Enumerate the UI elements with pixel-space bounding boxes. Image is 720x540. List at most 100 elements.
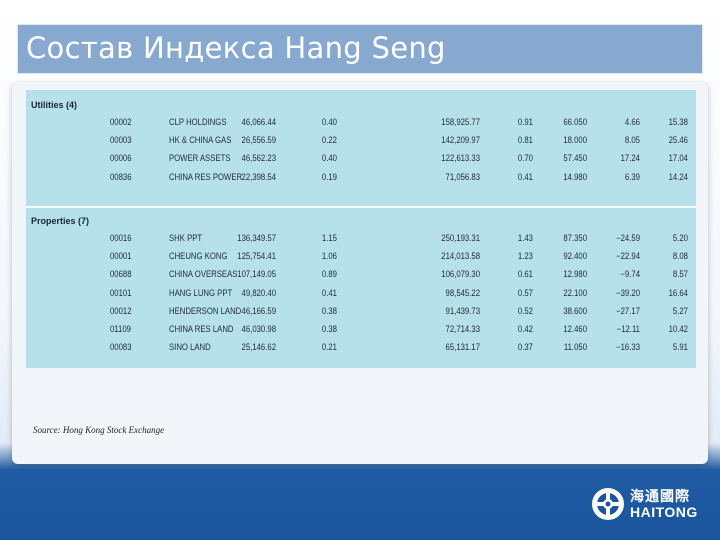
index-weight-cell: 0.38 — [321, 305, 337, 316]
change-pct-cell: 6.39 — [624, 171, 640, 182]
turnover-cell: 91,439.73 — [445, 305, 480, 316]
haitong-logo: 海通國際 HAITONG — [590, 484, 700, 524]
price-cell: 87.350 — [563, 233, 587, 243]
turnover-weight-cell: 0.70 — [517, 153, 533, 164]
index-weight-cell: 0.38 — [321, 324, 337, 334]
stock-code-cell: 00001 — [110, 251, 132, 262]
table-row: 00001 CHEUNG KONG 125,754.41 1.06 214,013.58… — [26, 251, 696, 269]
change-pct-cell: 8.05 — [624, 135, 640, 146]
index-weight-cell: 0.41 — [321, 287, 337, 298]
price-cell: 92.400 — [563, 251, 587, 262]
change-pct-cell: −39.20 — [616, 287, 640, 298]
section-divider — [26, 206, 696, 208]
stock-code-cell: 00012 — [110, 305, 132, 316]
price-cell: 11.050 — [563, 342, 587, 353]
company-name-cell: HANG LUNG PPT — [169, 287, 233, 298]
index-weight-cell: 0.22 — [321, 135, 337, 146]
company-name-cell: CHINA RES POWER — [169, 171, 243, 182]
index-weight-cell: 0.40 — [321, 117, 337, 127]
table-row: 00083 SINO LAND 25,146.62 0.21 65,131.17 0.37… — [26, 342, 696, 360]
price-cell: 22.100 — [563, 287, 587, 298]
company-name-cell: CHEUNG KONG — [169, 251, 228, 262]
table-row: 00006 POWER ASSETS 46,562.23 0.40 122,613.33… — [26, 153, 696, 171]
change-pct-cell: 17.24 — [620, 153, 640, 164]
stock-code-cell: 00688 — [110, 269, 132, 280]
change-pct-cell: −22.94 — [616, 251, 640, 262]
stock-code-cell: 00002 — [110, 117, 132, 127]
price-cell: 12.980 — [563, 269, 587, 280]
turnover-weight-cell: 0.81 — [517, 135, 533, 146]
pe-ratio-cell: 10.42 — [668, 324, 688, 334]
table-row: 00002 CLP HOLDINGS 46,066.44 0.40 158,925.77… — [26, 117, 696, 135]
stock-code-cell: 00083 — [110, 342, 132, 353]
market-cap-cell: 46,166.59 — [241, 305, 276, 316]
turnover-cell: 65,131.17 — [445, 342, 480, 353]
change-pct-cell: −27.17 — [616, 305, 640, 316]
index-constituents-table: Utilities (4) 00002 CLP HOLDINGS 46,066.44 0… — [26, 90, 696, 368]
index-weight-cell: 1.15 — [321, 233, 337, 243]
change-pct-cell: −16.33 — [616, 342, 640, 353]
source-note: Source: Hong Kong Stock Exchange — [33, 425, 165, 435]
stock-code-cell: 00836 — [110, 171, 132, 182]
market-cap-cell: 107,149.05 — [237, 269, 276, 280]
pe-ratio-cell: 14.24 — [668, 171, 688, 182]
turnover-weight-cell: 0.61 — [517, 269, 533, 280]
table-row: 00003 HK & CHINA GAS 26,556.59 0.22 142,209.… — [26, 135, 696, 153]
turnover-weight-cell: 0.91 — [517, 117, 533, 127]
market-cap-cell: 46,030.98 — [241, 324, 276, 334]
pe-ratio-cell: 25.46 — [668, 135, 688, 146]
turnover-weight-cell: 1.23 — [517, 251, 533, 262]
market-cap-cell: 136,349.57 — [237, 233, 276, 243]
page-title: Состав Индекса Hang Seng — [26, 31, 446, 65]
company-name-cell: CHINA OVERSEAS — [169, 269, 238, 280]
logo-chinese-text: 海通國際 — [630, 488, 690, 504]
table-row: 00016 SHK PPT 136,349.57 1.15 250,193.31 1.43… — [26, 233, 696, 251]
stock-code-cell: 00003 — [110, 135, 132, 146]
turnover-weight-cell: 1.43 — [517, 233, 533, 243]
title-bar: Состав Индекса Hang Seng — [17, 24, 703, 74]
turnover-weight-cell: 0.57 — [517, 287, 533, 298]
index-weight-cell: 0.19 — [321, 171, 337, 182]
change-pct-cell: −9.74 — [620, 269, 640, 280]
pe-ratio-cell: 16.64 — [668, 287, 688, 298]
change-pct-cell: 4.66 — [624, 117, 640, 127]
market-cap-cell: 49,820.40 — [241, 287, 276, 298]
table-row: 00688 CHINA OVERSEAS 107,149.05 0.89 106,079… — [26, 269, 696, 287]
price-cell: 14.980 — [563, 171, 587, 182]
index-weight-cell: 0.89 — [321, 269, 337, 280]
pe-ratio-cell: 5.91 — [672, 342, 688, 353]
price-cell: 66.050 — [563, 117, 587, 127]
market-cap-cell: 25,146.62 — [241, 342, 276, 353]
pe-ratio-cell: 5.20 — [672, 233, 688, 243]
turnover-weight-cell: 0.37 — [517, 342, 533, 353]
table-row: 00012 HENDERSON LAND 46,166.59 0.38 91,439.7… — [26, 306, 696, 324]
stock-code-cell: 01109 — [110, 324, 131, 334]
turnover-cell: 158,925.77 — [441, 117, 480, 127]
table-row: 00101 HANG LUNG PPT 49,820.40 0.41 98,545.22… — [26, 288, 696, 306]
pe-ratio-cell: 17.04 — [668, 153, 688, 164]
company-name-cell: POWER ASSETS — [169, 153, 231, 164]
turnover-cell: 98,545.22 — [445, 287, 480, 298]
pe-ratio-cell: 8.08 — [672, 251, 688, 262]
turnover-cell: 72,714.33 — [445, 324, 480, 334]
company-name-cell: HK & CHINA GAS — [169, 135, 232, 146]
stock-code-cell: 00006 — [110, 153, 132, 164]
turnover-cell: 106,079.30 — [441, 269, 480, 280]
company-name-cell: CHINA RES LAND — [169, 324, 234, 334]
index-weight-cell: 1.06 — [321, 251, 337, 262]
pe-ratio-cell: 5.27 — [672, 305, 688, 316]
change-pct-cell: −12.11 — [616, 324, 640, 334]
price-cell: 12.460 — [563, 324, 587, 334]
market-cap-cell: 26,556.59 — [241, 135, 276, 146]
company-name-cell: SHK PPT — [169, 233, 203, 243]
company-name-cell: CLP HOLDINGS — [169, 117, 227, 127]
pe-ratio-cell: 8.57 — [672, 269, 688, 280]
market-cap-cell: 125,754.41 — [237, 251, 276, 262]
turnover-weight-cell: 0.41 — [517, 171, 533, 182]
index-weight-cell: 0.40 — [321, 153, 337, 164]
price-cell: 38.600 — [563, 305, 587, 316]
company-name-cell: SINO LAND — [169, 342, 211, 353]
logo-english-text: HAITONG — [630, 504, 698, 520]
turnover-weight-cell: 0.42 — [517, 324, 533, 334]
stock-code-cell: 00101 — [110, 287, 132, 298]
